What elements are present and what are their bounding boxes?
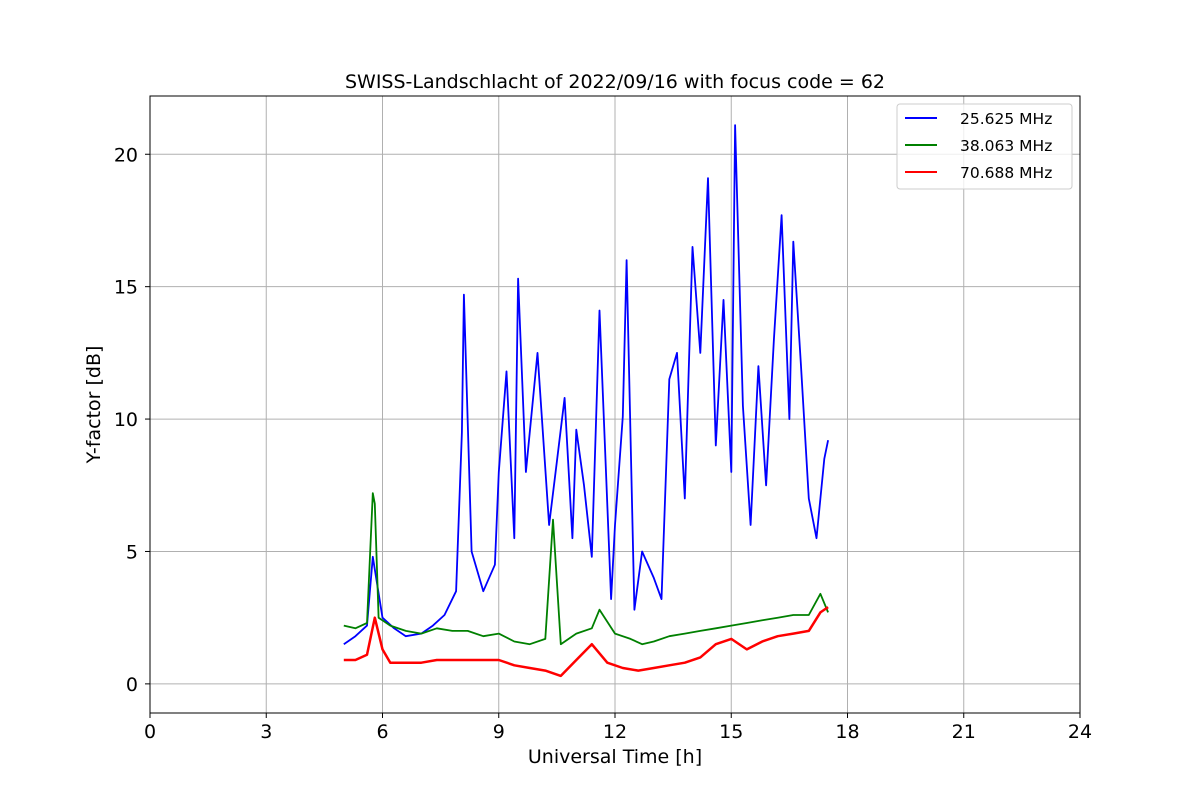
x-tick-label: 6 bbox=[376, 721, 388, 743]
y-tick-label: 5 bbox=[126, 541, 138, 563]
plot-frame bbox=[149, 95, 1081, 714]
y-tick-label: 20 bbox=[114, 144, 138, 166]
x-axis-label: Universal Time [h] bbox=[528, 746, 702, 768]
x-tick-label: 24 bbox=[1068, 721, 1092, 743]
series-line-25-625-mhz bbox=[343, 124, 829, 645]
x-tick-label: 21 bbox=[952, 721, 976, 743]
chart-title: SWISS-Landschlacht of 2022/09/16 with fo… bbox=[345, 71, 885, 93]
series-layer bbox=[343, 124, 829, 678]
series-line-38-063-mhz bbox=[343, 492, 829, 646]
y-tick-label: 0 bbox=[126, 674, 138, 696]
legend: 25.625 MHz 38.063 MHz 70.688 MHz bbox=[896, 103, 1073, 190]
legend-frame bbox=[896, 103, 1073, 190]
y-axis-label: Y-factor [dB] bbox=[83, 346, 105, 465]
ticks-layer: 0 3 6 9 12 15 18 21 24 0 5 10 15 20 bbox=[114, 144, 1092, 743]
x-tick-label: 3 bbox=[260, 721, 272, 743]
x-tick-label: 9 bbox=[493, 721, 505, 743]
legend-label-70-688: 70.688 MHz bbox=[960, 164, 1052, 182]
x-tick-label: 15 bbox=[719, 721, 743, 743]
x-tick-label: 18 bbox=[835, 721, 859, 743]
y-tick-label: 10 bbox=[114, 409, 138, 431]
series-line-70-688-mhz bbox=[343, 606, 829, 678]
y-tick-label: 15 bbox=[114, 277, 138, 299]
x-tick-label: 12 bbox=[603, 721, 627, 743]
legend-label-38-063: 38.063 MHz bbox=[960, 137, 1052, 155]
x-tick-label: 0 bbox=[144, 721, 156, 743]
legend-label-25-625: 25.625 MHz bbox=[960, 110, 1052, 128]
